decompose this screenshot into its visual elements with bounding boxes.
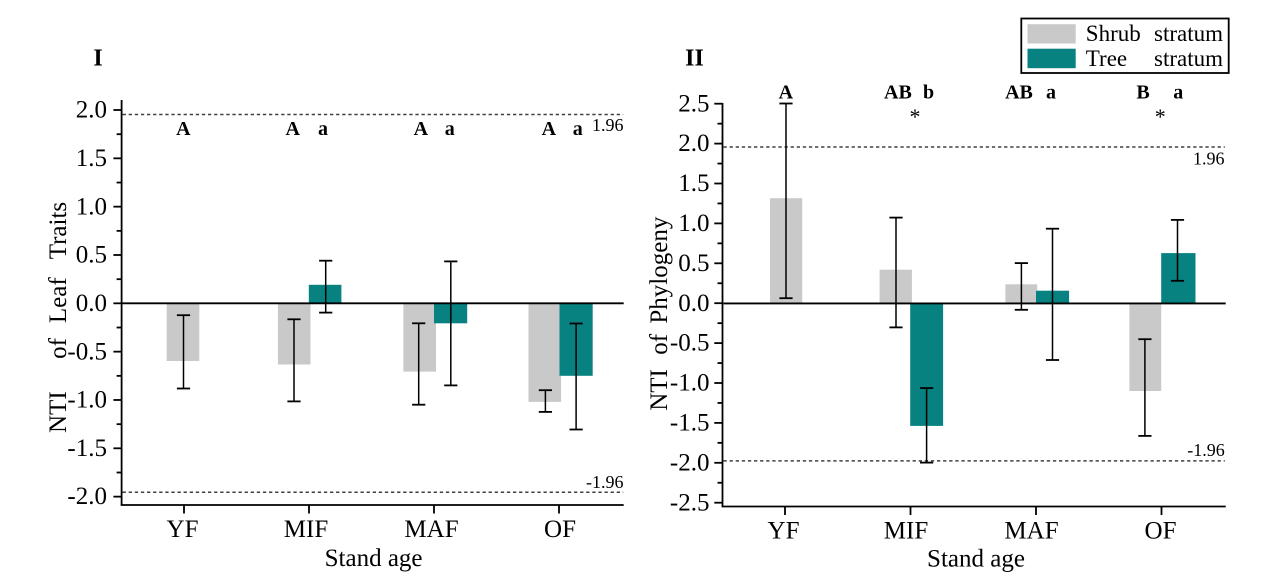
svg-text:MAF: MAF	[404, 516, 458, 543]
svg-text:-2.0: -2.0	[67, 483, 107, 510]
svg-text:NTI: NTI	[646, 369, 673, 411]
svg-text:stratum: stratum	[1154, 21, 1223, 46]
svg-text:-1.5: -1.5	[67, 435, 107, 462]
svg-text:*: *	[910, 104, 921, 129]
svg-text:1.0: 1.0	[76, 193, 107, 220]
svg-text:B: B	[1136, 82, 1149, 104]
svg-text:Phylogeny: Phylogeny	[646, 216, 673, 323]
svg-text:1.5: 1.5	[76, 145, 107, 172]
svg-text:OF: OF	[1145, 518, 1177, 545]
svg-text:A: A	[176, 118, 191, 140]
svg-text:b: b	[923, 82, 934, 104]
svg-text:AB: AB	[884, 82, 912, 104]
svg-text:II: II	[685, 46, 704, 72]
svg-text:Tree: Tree	[1086, 46, 1127, 71]
svg-text:2.5: 2.5	[678, 90, 709, 117]
svg-text:a: a	[1046, 82, 1056, 104]
svg-text:-1.0: -1.0	[670, 370, 710, 397]
svg-text:-1.0: -1.0	[67, 387, 107, 414]
svg-text:1.96: 1.96	[592, 115, 624, 135]
svg-text:-1.96: -1.96	[1187, 440, 1225, 460]
svg-text:-0.5: -0.5	[67, 338, 107, 365]
svg-text:0.0: 0.0	[678, 290, 709, 317]
svg-text:0.0: 0.0	[76, 290, 107, 317]
svg-text:stratum: stratum	[1154, 46, 1223, 71]
svg-text:I: I	[93, 46, 102, 72]
svg-text:A: A	[414, 118, 429, 140]
svg-text:Stand age: Stand age	[325, 545, 423, 572]
svg-text:YF: YF	[167, 516, 199, 543]
svg-text:*: *	[1155, 104, 1166, 129]
svg-text:0.5: 0.5	[76, 242, 107, 269]
svg-text:1.96: 1.96	[1193, 148, 1225, 168]
svg-text:NTI: NTI	[45, 391, 72, 433]
svg-text:MIF: MIF	[884, 518, 928, 545]
svg-text:a: a	[318, 118, 328, 140]
svg-text:OF: OF	[544, 516, 576, 543]
svg-text:-1.5: -1.5	[670, 410, 710, 437]
svg-text:-2.5: -2.5	[670, 489, 710, 516]
svg-text:a: a	[573, 118, 583, 140]
svg-text:0.5: 0.5	[678, 250, 709, 277]
svg-text:a: a	[1173, 82, 1183, 104]
svg-text:-0.5: -0.5	[670, 330, 710, 357]
svg-text:MAF: MAF	[1004, 518, 1058, 545]
svg-text:A: A	[542, 118, 557, 140]
svg-text:of: of	[45, 337, 72, 359]
svg-text:MIF: MIF	[284, 516, 328, 543]
svg-text:Stand age: Stand age	[927, 546, 1025, 573]
svg-text:2.0: 2.0	[76, 97, 107, 124]
svg-text:YF: YF	[768, 518, 800, 545]
svg-text:-2.0: -2.0	[670, 449, 710, 476]
svg-text:of: of	[646, 333, 673, 355]
svg-text:A: A	[285, 118, 300, 140]
svg-text:A: A	[779, 82, 794, 104]
svg-text:a: a	[445, 118, 455, 140]
svg-text:Leaf: Leaf	[45, 277, 72, 323]
svg-text:1.5: 1.5	[678, 170, 709, 197]
svg-text:Shrub: Shrub	[1086, 21, 1141, 46]
svg-text:1.0: 1.0	[678, 210, 709, 237]
svg-text:-1.96: -1.96	[586, 472, 624, 492]
svg-text:AB: AB	[1005, 82, 1033, 104]
svg-text:Traits: Traits	[45, 202, 72, 259]
svg-text:2.0: 2.0	[678, 130, 709, 157]
